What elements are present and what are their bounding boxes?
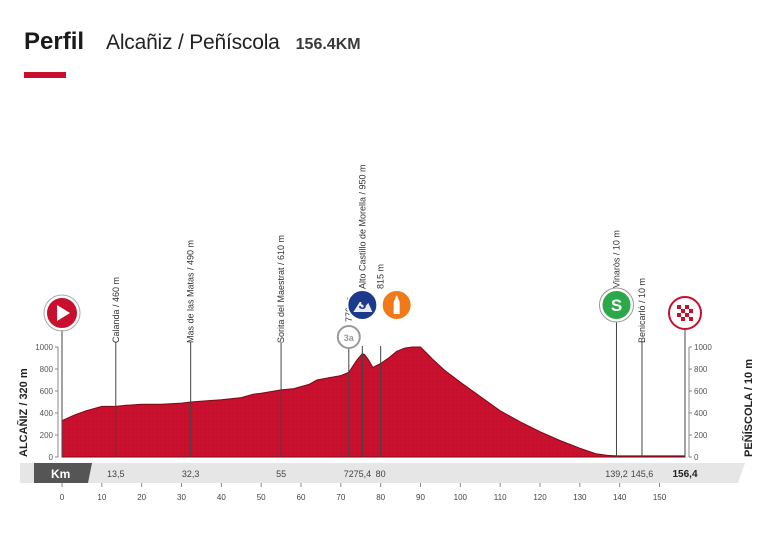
checker-square	[677, 305, 681, 309]
y-tick-label-right: 200	[694, 431, 708, 440]
category-3-badge-text: 3a	[344, 333, 355, 343]
waypoint-km-label: 72	[344, 469, 354, 479]
y-tick-label-right: 0	[694, 453, 699, 462]
start-label: ALCAÑIZ / 320 m	[17, 368, 30, 457]
mountain-badge-text: 3	[358, 296, 366, 312]
km-axis-band	[20, 463, 745, 483]
waypoint-km-label: 13,5	[107, 469, 125, 479]
x-tick-label: 60	[297, 493, 306, 502]
x-tick-label: 50	[257, 493, 266, 502]
x-tick-label: 70	[336, 493, 345, 502]
checker-square	[689, 309, 693, 313]
km-axis-label: Km	[51, 467, 70, 481]
y-tick-label-left: 0	[49, 453, 54, 462]
category-3-icon	[336, 325, 361, 349]
waypoint-name: Vinaròs / 10 m	[611, 230, 621, 288]
x-tick-label: 0	[60, 493, 65, 502]
accent-bar	[24, 72, 66, 78]
x-tick-label: 120	[533, 493, 547, 502]
page-header: Perfil Alcañiz / Peñíscola 156.4KM	[24, 28, 361, 64]
waypoint-name: Calanda / 460 m	[111, 277, 121, 343]
y-tick-label-right: 400	[694, 409, 708, 418]
bottle-shape	[393, 295, 400, 314]
checker-square	[677, 313, 681, 317]
x-tick-label: 100	[454, 493, 468, 502]
y-tick-label-left: 400	[40, 409, 54, 418]
sprint-icon-ring	[598, 287, 634, 323]
waypoint-name: Benicarló / 10 m	[637, 278, 647, 343]
play-arrow-icon	[57, 305, 70, 321]
waypoint-km-label: 32,3	[182, 469, 200, 479]
waypoint-name: Alto Castillo de Morella / 950 m	[357, 164, 367, 289]
waypoint-name: Sorita del Maestrat / 610 m	[276, 235, 286, 343]
y-tick-label-right: 1000	[694, 343, 712, 352]
start-icon-ring	[43, 294, 81, 332]
waypoint-km-label: 55	[276, 469, 286, 479]
x-tick-label: 150	[653, 493, 667, 502]
finish-label: PEÑÍSCOLA / 10 m	[742, 359, 755, 457]
route-title: Alcañiz / Peñíscola	[106, 31, 280, 54]
x-tick-label: 30	[177, 493, 186, 502]
waypoint-km-label: 145,6	[631, 469, 654, 479]
sprint-icon	[600, 289, 633, 321]
y-tick-label-right: 800	[694, 365, 708, 374]
y-tick-label-left: 1000	[35, 343, 53, 352]
x-tick-label: 110	[494, 493, 507, 502]
checker-square	[685, 313, 689, 317]
x-tick-label: 20	[137, 493, 146, 502]
y-tick-label-right: 600	[694, 387, 708, 396]
finish-km-label: 156,4	[672, 469, 697, 480]
x-tick-label: 10	[97, 493, 106, 502]
y-tick-label-left: 600	[40, 387, 54, 396]
checker-square	[689, 317, 693, 321]
x-tick-label: 80	[376, 493, 385, 502]
waypoint-name: 815 m	[376, 264, 386, 289]
page-title: Perfil	[24, 28, 85, 55]
mountain-shape	[353, 301, 373, 312]
x-tick-label: 90	[416, 493, 425, 502]
sprint-badge-text: S	[611, 296, 622, 315]
checker-square	[685, 305, 689, 309]
x-tick-label: 40	[217, 493, 226, 502]
checker-square	[681, 309, 685, 313]
waypoint-km-label: 80	[376, 469, 386, 479]
y-tick-label-left: 800	[40, 365, 54, 374]
y-tick-label-left: 200	[40, 431, 54, 440]
checker-square	[681, 317, 685, 321]
elevation-area	[61, 346, 686, 458]
waypoint-name: Mas de las Matas / 490 m	[186, 240, 196, 343]
x-tick-label: 140	[613, 493, 627, 502]
km-axis-tab	[34, 463, 92, 483]
route-distance: 156.4KM	[295, 36, 361, 53]
waypoint-km-label: 75,4	[354, 469, 372, 479]
x-tick-label: 130	[573, 493, 587, 502]
waypoint-km-label: 139,2	[605, 469, 628, 479]
